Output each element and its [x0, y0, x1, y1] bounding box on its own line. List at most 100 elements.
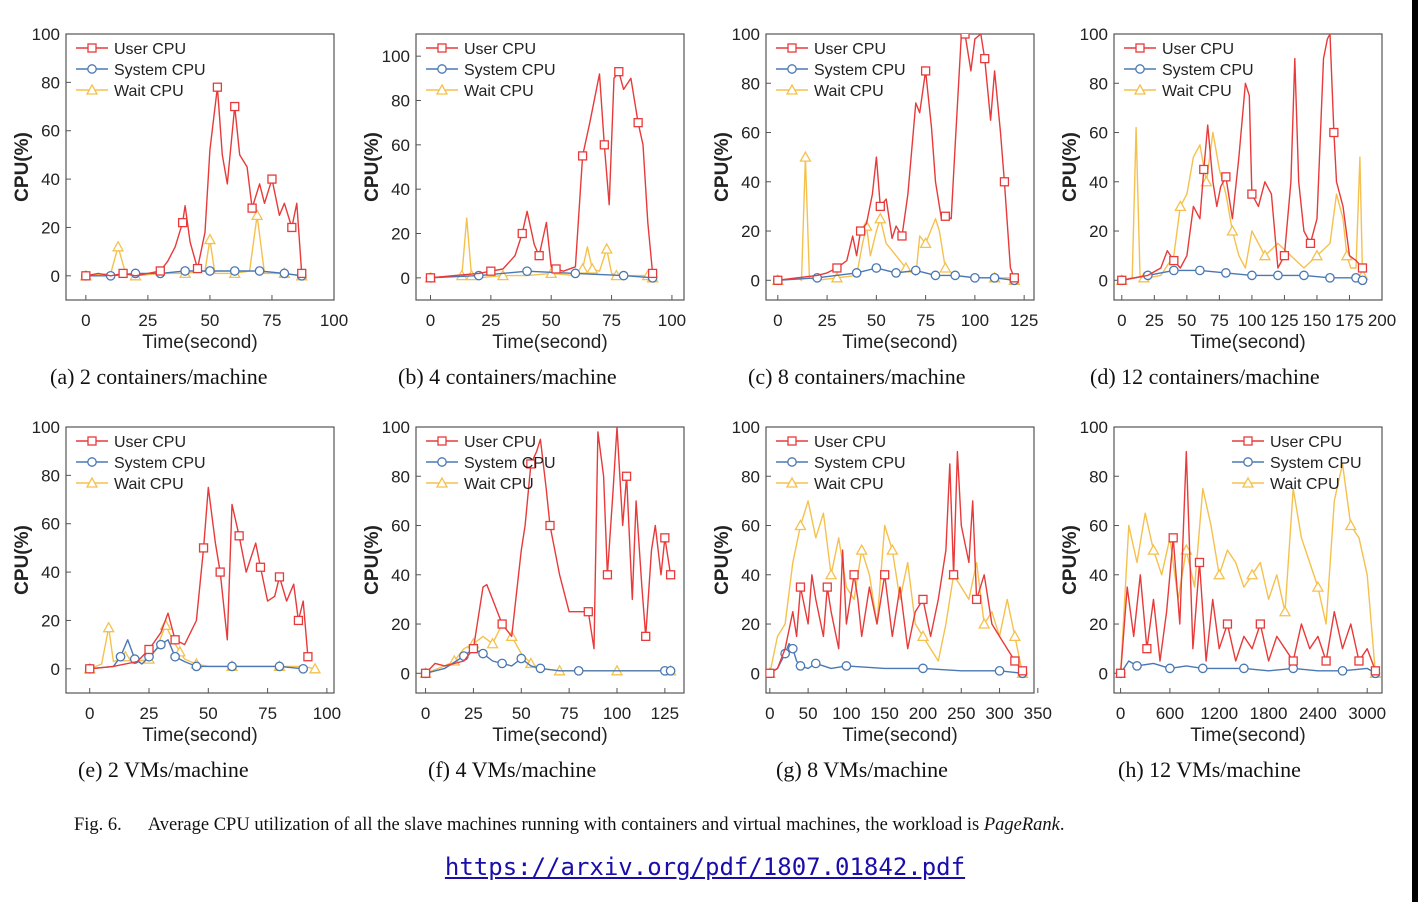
legend-entry-user: User CPU [1124, 41, 1234, 58]
data-point-user [773, 275, 783, 285]
data-point-wait [1008, 630, 1021, 642]
x-tick-label: 75 [263, 311, 282, 330]
data-point-user [1221, 172, 1231, 182]
x-axis-label: Time(second) [492, 725, 607, 746]
legend-label-system: System CPU [1270, 455, 1362, 472]
x-tick-label: 175 [1335, 311, 1363, 330]
figure-caption-text: Average CPU utilization of all the slave… [147, 815, 984, 835]
data-point-user [1142, 644, 1152, 654]
data-point-user [293, 615, 304, 626]
legend-label-system: System CPU [1162, 62, 1254, 79]
x-tick-label: 25 [1145, 311, 1164, 330]
sub-caption-a: (a) 2 containers/machine [50, 364, 268, 389]
data-point-user [1247, 189, 1257, 199]
x-tick-label: 125 [651, 704, 679, 723]
y-tick-label: 80 [41, 466, 60, 485]
data-point-wait [1180, 543, 1193, 555]
figure-caption: Fig. 6. Average CPU utilization of all th… [74, 815, 1065, 836]
data-point-system [851, 268, 862, 278]
chart-a: 0 20 40 60 80 100 0 25 50 75 100 Time(second) CPU(%)… [12, 25, 348, 353]
legend-entry-wait: Wait CPU [426, 83, 534, 100]
plot-frame [765, 33, 1035, 301]
x-tick-label: 100 [1238, 311, 1266, 330]
y-tick-label: 20 [741, 222, 760, 241]
data-point-user [192, 263, 203, 274]
data-point-user [599, 140, 609, 150]
legend-marker-system [87, 457, 97, 467]
x-axis-label: Time(second) [842, 332, 957, 353]
data-point-system [795, 661, 806, 671]
series-wait [1114, 463, 1382, 678]
legend-label-wait: Wait CPU [814, 476, 884, 493]
data-point-user [534, 251, 544, 261]
data-point-user [1370, 666, 1381, 676]
y-tick-label: 60 [741, 517, 760, 536]
data-point-user [118, 268, 128, 279]
legend-label-wait: Wait CPU [464, 476, 534, 493]
y-tick-label: 100 [32, 25, 60, 44]
data-point-user [212, 82, 223, 92]
x-tick-label: 25 [481, 311, 500, 330]
y-tick-label: 40 [391, 180, 410, 199]
x-tick-label: 75 [916, 311, 935, 330]
data-point-user [497, 619, 507, 629]
plot-frame [65, 426, 335, 694]
x-tick-label: 125 [1010, 311, 1038, 330]
data-point-wait [308, 662, 322, 674]
legend-entry-user: User CPU [776, 41, 886, 58]
y-tick-label: 20 [391, 225, 410, 244]
data-point-user [1169, 255, 1179, 266]
data-point-user [1255, 619, 1265, 629]
y-tick-label: 20 [41, 611, 60, 630]
chart-e: 0 20 40 60 80 100 0 25 50 75 100 Time(second) CPU(%)… [12, 418, 341, 746]
data-point-user [999, 177, 1010, 187]
data-point-wait [799, 150, 812, 162]
data-point-user [1117, 275, 1127, 285]
data-point-wait [486, 637, 499, 649]
data-point-wait [1246, 568, 1259, 580]
legend-label-user: User CPU [814, 41, 886, 58]
legend-marker-user [437, 436, 447, 446]
data-point-wait [916, 630, 930, 642]
data-point-user [832, 263, 842, 273]
data-point-system [1221, 268, 1231, 278]
data-point-user [971, 594, 982, 605]
y-tick-label: 20 [391, 615, 410, 634]
x-tick-label: 600 [1156, 704, 1184, 723]
legend-entry-user: User CPU [76, 434, 186, 451]
y-tick-label: 40 [41, 170, 60, 189]
series-line-system [425, 647, 671, 674]
series-system [84, 639, 309, 674]
data-point-system [665, 665, 676, 676]
data-point-system [298, 663, 309, 674]
y-tick-label: 0 [1099, 664, 1108, 683]
data-point-system [1247, 270, 1257, 281]
x-tick-label: 2400 [1299, 704, 1337, 723]
x-tick-label: 100 [961, 311, 989, 330]
y-tick-label: 60 [391, 517, 410, 536]
legend-label-user: User CPU [464, 434, 536, 451]
data-point-wait [1310, 249, 1324, 261]
source-link[interactable]: https://arxiv.org/pdf/1807.01842.pdf [444, 853, 966, 881]
data-point-user [875, 201, 885, 212]
data-point-wait [1174, 200, 1187, 212]
x-tick-label: 100 [320, 311, 348, 330]
y-tick-label: 40 [741, 173, 760, 192]
sub-caption-e: (e) 2 VMs/machine [78, 757, 249, 782]
data-point-wait [524, 657, 537, 669]
data-point-user [420, 668, 431, 678]
x-tick-label: 25 [140, 704, 159, 723]
data-point-system [227, 661, 237, 672]
legend-entry-wait: Wait CPU [776, 476, 884, 493]
data-point-system [871, 263, 882, 273]
x-tick-label: 75 [602, 311, 621, 330]
data-point-wait [586, 262, 599, 274]
x-tick-label: 100 [658, 311, 686, 330]
data-point-system [229, 266, 240, 276]
data-point-user [849, 570, 859, 580]
y-tick-label: 80 [41, 73, 60, 92]
data-point-user [551, 264, 561, 274]
x-tick-label: 25 [138, 311, 157, 330]
sub-caption-f: (f) 4 VMs/machine [428, 757, 597, 782]
data-point-system [1195, 265, 1205, 276]
